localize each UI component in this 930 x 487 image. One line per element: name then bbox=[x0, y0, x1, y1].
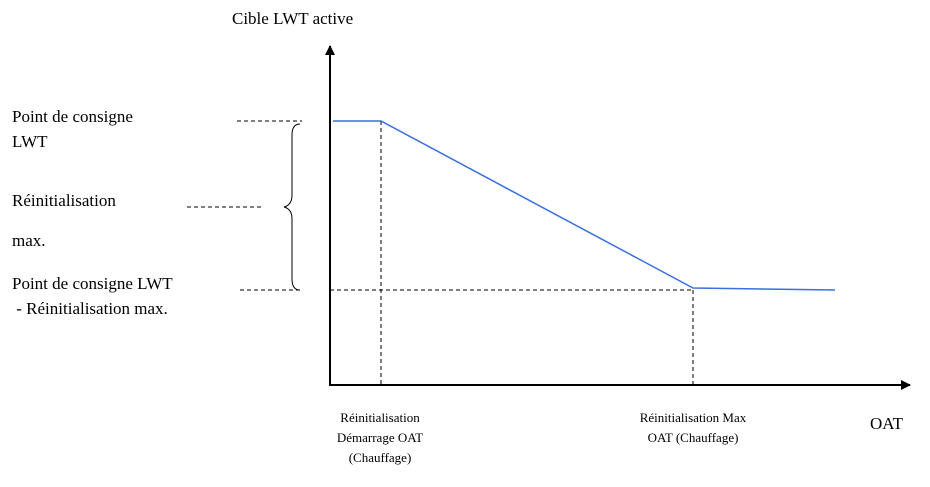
bottom-label: Réinitialisation bbox=[340, 410, 420, 425]
left-label: Point de consigne LWT bbox=[12, 274, 173, 293]
bottom-label: Démarrage OAT bbox=[337, 430, 423, 445]
left-label: max. bbox=[12, 231, 46, 250]
bottom-label: OAT (Chauffage) bbox=[648, 430, 739, 445]
y-axis-label: Cible LWT active bbox=[232, 9, 353, 28]
brace bbox=[283, 123, 301, 291]
bottom-label: Réinitialisation Max bbox=[640, 410, 747, 425]
left-label: - Réinitialisation max. bbox=[12, 299, 168, 318]
left-label: Point de consigne bbox=[12, 107, 133, 126]
bottom-label: (Chauffage) bbox=[349, 450, 412, 465]
left-label: Réinitialisation bbox=[12, 191, 116, 210]
curve bbox=[333, 120, 836, 291]
left-label: LWT bbox=[12, 132, 48, 151]
x-axis-label: OAT bbox=[870, 414, 904, 433]
